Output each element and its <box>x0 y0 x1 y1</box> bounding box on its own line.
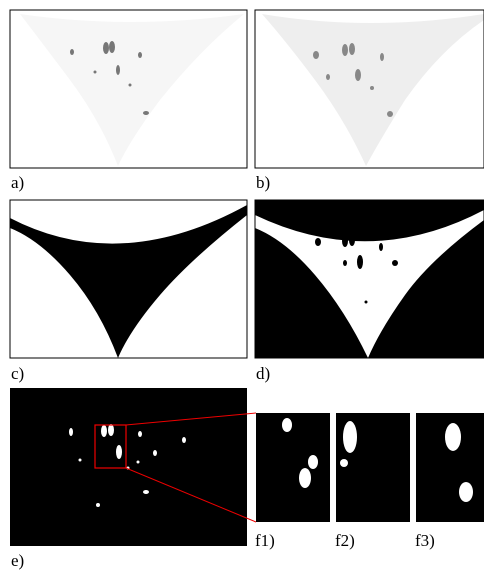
panel-a-image <box>10 10 247 168</box>
panel-label: b) <box>256 173 270 192</box>
panel-f2-image <box>336 413 410 522</box>
panel-label: f2) <box>335 531 355 550</box>
panel-f1-image <box>256 413 330 522</box>
panel-e-image <box>10 388 247 546</box>
panel-label: f1) <box>255 531 275 550</box>
panel-c-image <box>10 200 247 358</box>
figure: a) b) c) d) f1) f2) f3) e) <box>0 0 484 573</box>
panel-label: f3) <box>415 531 435 550</box>
panel-f3-image <box>416 413 484 522</box>
panel-label: a) <box>11 173 24 192</box>
panel-b-image <box>255 10 484 168</box>
panel-label: c) <box>11 364 24 383</box>
panel-label: d) <box>256 364 270 383</box>
panel-label: e) <box>11 551 24 570</box>
panel-d-image <box>255 200 484 358</box>
